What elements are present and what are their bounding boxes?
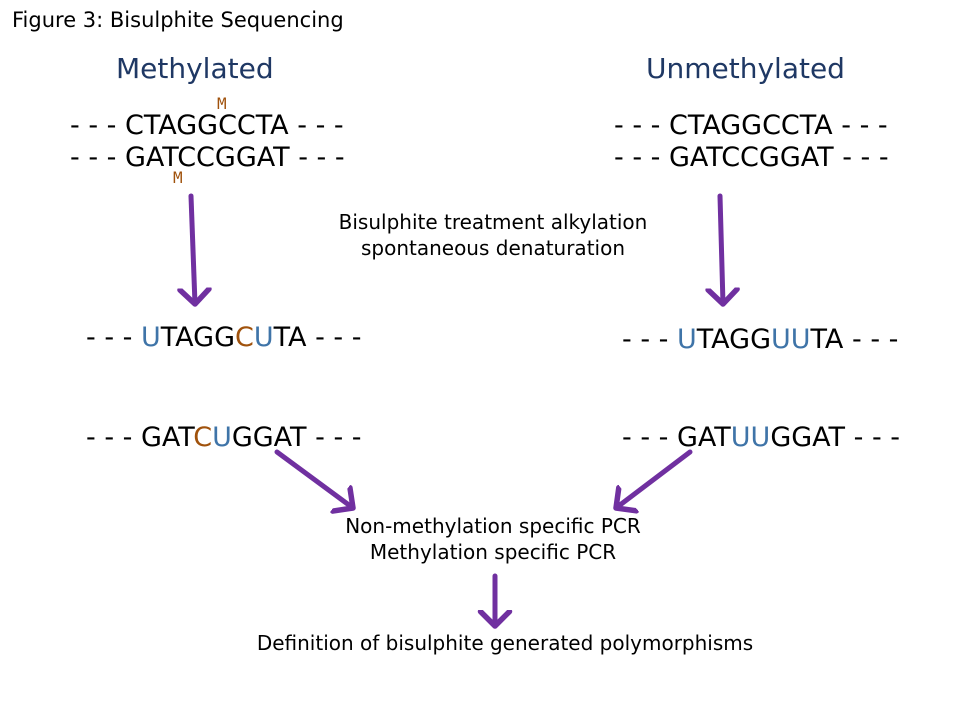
- strand-prefix: - - -: [70, 110, 125, 141]
- sequence: GATCCGGAT: [124, 142, 290, 173]
- bases: TAGG: [160, 322, 235, 353]
- bases: TA: [273, 322, 307, 353]
- strand-suffix: - - -: [306, 422, 362, 453]
- arrow-methylated-down: [191, 193, 195, 304]
- base-protected-c: C: [235, 322, 254, 353]
- strand-suffix: - - -: [845, 422, 901, 453]
- base-uracil: U: [676, 324, 697, 355]
- treatment-line-2: spontaneous denaturation: [360, 236, 626, 260]
- strand-prefix: - - -: [622, 324, 677, 355]
- base-protected-c: C: [193, 422, 213, 453]
- methylated-converted-top: - - - UTAGGCUTA - - -: [86, 322, 361, 353]
- strand-suffix: - - -: [833, 142, 889, 173]
- bases: GGAT: [770, 422, 846, 453]
- pcr-line-2: Methylation specific PCR: [369, 540, 617, 564]
- bases: GAT: [676, 422, 731, 453]
- bases: TA: [810, 324, 844, 355]
- bases: GAT: [140, 422, 194, 453]
- strand-suffix: - - -: [843, 324, 899, 355]
- base-uracil: UU: [771, 324, 811, 355]
- heading-unmethylated: Unmethylated: [646, 52, 845, 85]
- unmethylated-bottom-strand: - - - GATCCGGAT - - -: [614, 142, 889, 173]
- sequence: CTAGGCCTA: [668, 110, 833, 141]
- figure-title: Figure 3: Bisulphite Sequencing: [12, 8, 344, 32]
- base-uracil: U: [253, 322, 274, 353]
- pcr-line-1: Non-methylation specific PCR: [345, 514, 641, 538]
- bases: TAGG: [696, 324, 771, 355]
- treatment-label: Bisulphite treatment alkylation spontane…: [300, 210, 686, 260]
- arrow-unmethylated-down: [720, 193, 723, 304]
- strand-prefix: - - -: [86, 322, 141, 353]
- strand-prefix: - - -: [86, 422, 141, 453]
- strand-prefix: - - -: [614, 110, 669, 141]
- heading-methylated: Methylated: [116, 52, 274, 85]
- methylated-bottom-strand: - - - GATCCGGAT - - -: [70, 142, 345, 173]
- strand-suffix: - - -: [306, 322, 362, 353]
- unmethylated-converted-bottom: - - - GATUUGGAT - - -: [622, 422, 900, 453]
- methyl-mark-top: M: [217, 94, 227, 113]
- base-uracil: U: [140, 322, 161, 353]
- pcr-label: Non-methylation specific PCR Methylation…: [290, 514, 696, 564]
- methylated-top-strand: - - - CTAGGCCTA - - -: [70, 110, 344, 141]
- base-uracil: U: [212, 422, 232, 453]
- bases: GGAT: [231, 422, 307, 453]
- arrow-unmethylated-to-pcr: [616, 449, 693, 508]
- sequence: GATCCGGAT: [668, 142, 834, 173]
- strand-prefix: - - -: [622, 422, 677, 453]
- methyl-mark-bottom: M: [173, 168, 183, 187]
- treatment-line-1: Bisulphite treatment alkylation: [338, 210, 648, 234]
- base-uracil: UU: [730, 422, 771, 453]
- strand-suffix: - - -: [288, 110, 344, 141]
- sequence: CTAGGCCTA: [124, 110, 289, 141]
- arrow-methylated-to-pcr: [274, 449, 353, 508]
- strand-suffix: - - -: [289, 142, 345, 173]
- unmethylated-top-strand: - - - CTAGGCCTA - - -: [614, 110, 888, 141]
- methylated-converted-bottom: - - - GATCUGGAT - - -: [86, 422, 362, 453]
- strand-prefix: - - -: [70, 142, 125, 173]
- strand-suffix: - - -: [832, 110, 888, 141]
- result-label: Definition of bisulphite generated polym…: [256, 631, 754, 655]
- strand-prefix: - - -: [614, 142, 669, 173]
- unmethylated-converted-top: - - - UTAGGUUTA - - -: [622, 324, 898, 355]
